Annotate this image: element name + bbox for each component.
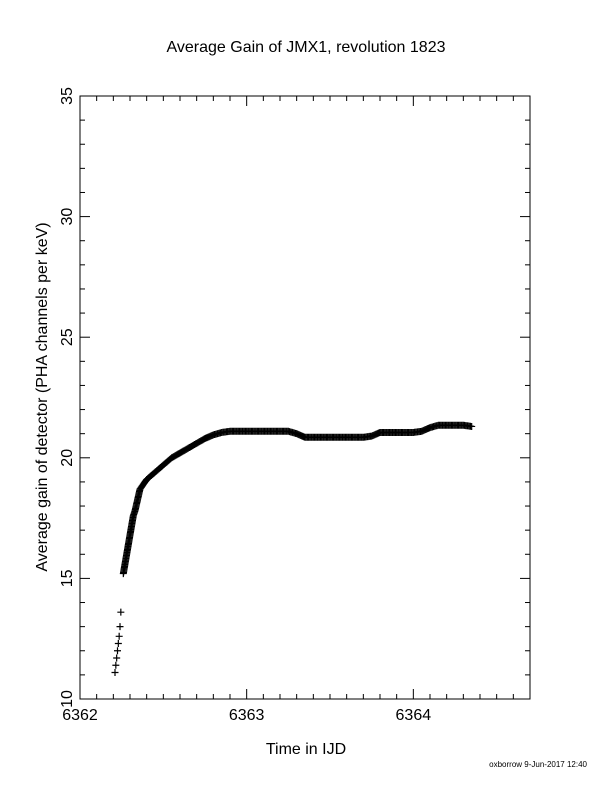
- data-point: [114, 640, 122, 648]
- y-tick-label: 15: [59, 569, 76, 587]
- x-tick-label: 6362: [62, 707, 98, 724]
- axis-ticks: 6362 6363 6364 10 15 20 25 30 35: [59, 87, 531, 724]
- y-tick-label: 20: [59, 449, 76, 467]
- data-points: [111, 421, 476, 676]
- y-tick-label: 30: [59, 208, 76, 226]
- data-point: [111, 668, 119, 676]
- x-axis-label: Time in IJD: [266, 741, 346, 758]
- data-point: [117, 608, 125, 616]
- data-point: [115, 632, 123, 640]
- y-tick-label: 25: [59, 328, 76, 346]
- data-point: [112, 661, 120, 669]
- x-tick-label: 6364: [396, 707, 432, 724]
- chart-title: Average Gain of JMX1, revolution 1823: [167, 39, 446, 56]
- data-point: [113, 654, 121, 662]
- x-tick-label: 6363: [229, 707, 265, 724]
- data-point: [468, 422, 476, 430]
- y-axis-label: Average gain of detector (PHA channels p…: [34, 222, 51, 571]
- footer-stamp: oxborrow 9-Jun-2017 12:40: [489, 760, 587, 769]
- data-point: [116, 623, 124, 631]
- y-tick-label: 35: [59, 87, 76, 105]
- y-tick-label: 10: [59, 690, 76, 708]
- data-point: [114, 647, 121, 655]
- plot-frame: [79, 95, 531, 700]
